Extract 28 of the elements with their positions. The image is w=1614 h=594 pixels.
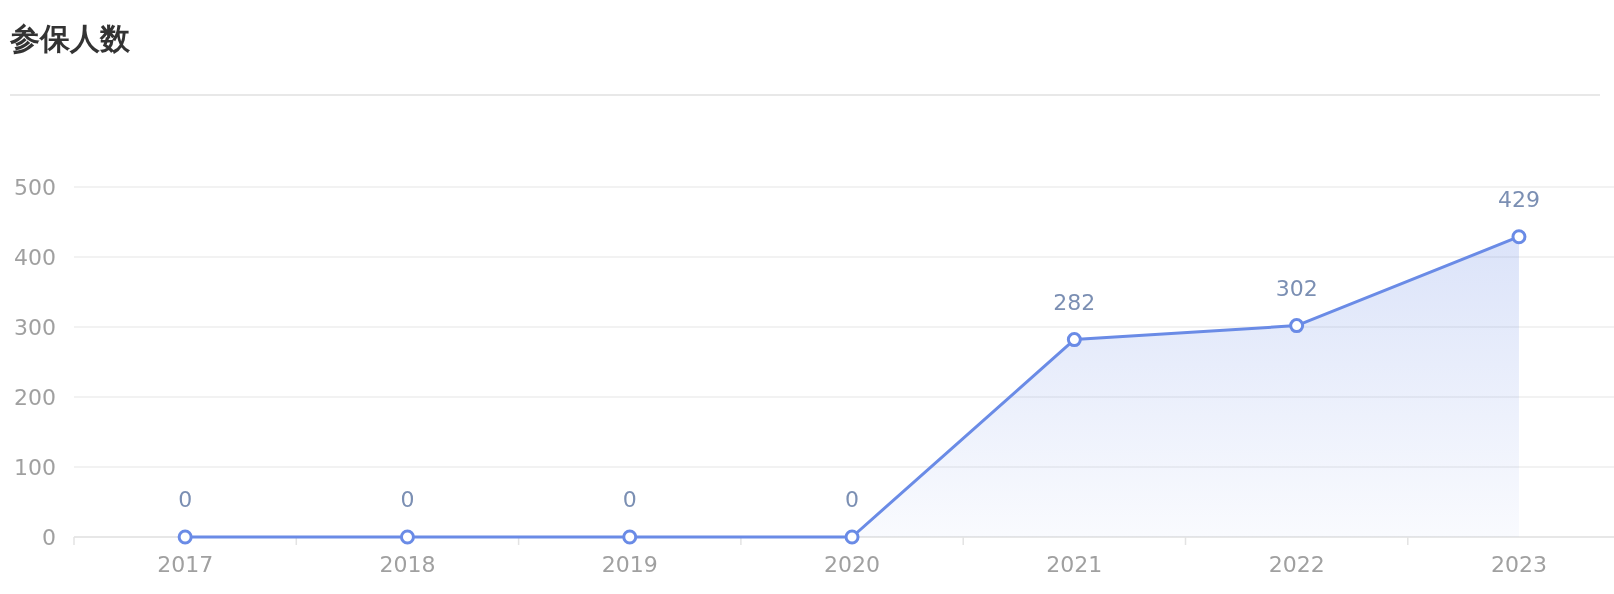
y-tick-label: 500 [14, 174, 56, 200]
data-label: 282 [1053, 289, 1096, 315]
x-tick-label: 2022 [1268, 551, 1325, 577]
x-tick-label: 2019 [601, 551, 658, 577]
data-label: 302 [1275, 275, 1318, 301]
data-label: 0 [845, 487, 860, 512]
point [1289, 318, 1305, 334]
data-label: 429 [1497, 186, 1540, 212]
y-tick-label: 200 [14, 384, 56, 410]
point [177, 529, 193, 545]
point [1066, 332, 1082, 348]
chart-title: 参保人数 [9, 20, 131, 56]
x-tick-label: 2017 [157, 551, 214, 577]
y-tick-label: 0 [42, 524, 56, 550]
y-tick-label: 300 [14, 314, 56, 340]
y-tick-label: 400 [14, 244, 56, 270]
x-tick-label: 2020 [824, 551, 881, 577]
point [1511, 229, 1527, 245]
x-tick-label: 2021 [1046, 551, 1103, 577]
point [622, 529, 638, 545]
point [844, 529, 860, 545]
x-tick-label: 2023 [1490, 551, 1547, 577]
data-label: 0 [622, 487, 637, 512]
data-label: 0 [178, 487, 193, 512]
x-tick-label: 2018 [379, 551, 436, 577]
point [399, 529, 415, 545]
data-label: 0 [400, 487, 415, 512]
y-tick-label: 100 [14, 454, 56, 480]
